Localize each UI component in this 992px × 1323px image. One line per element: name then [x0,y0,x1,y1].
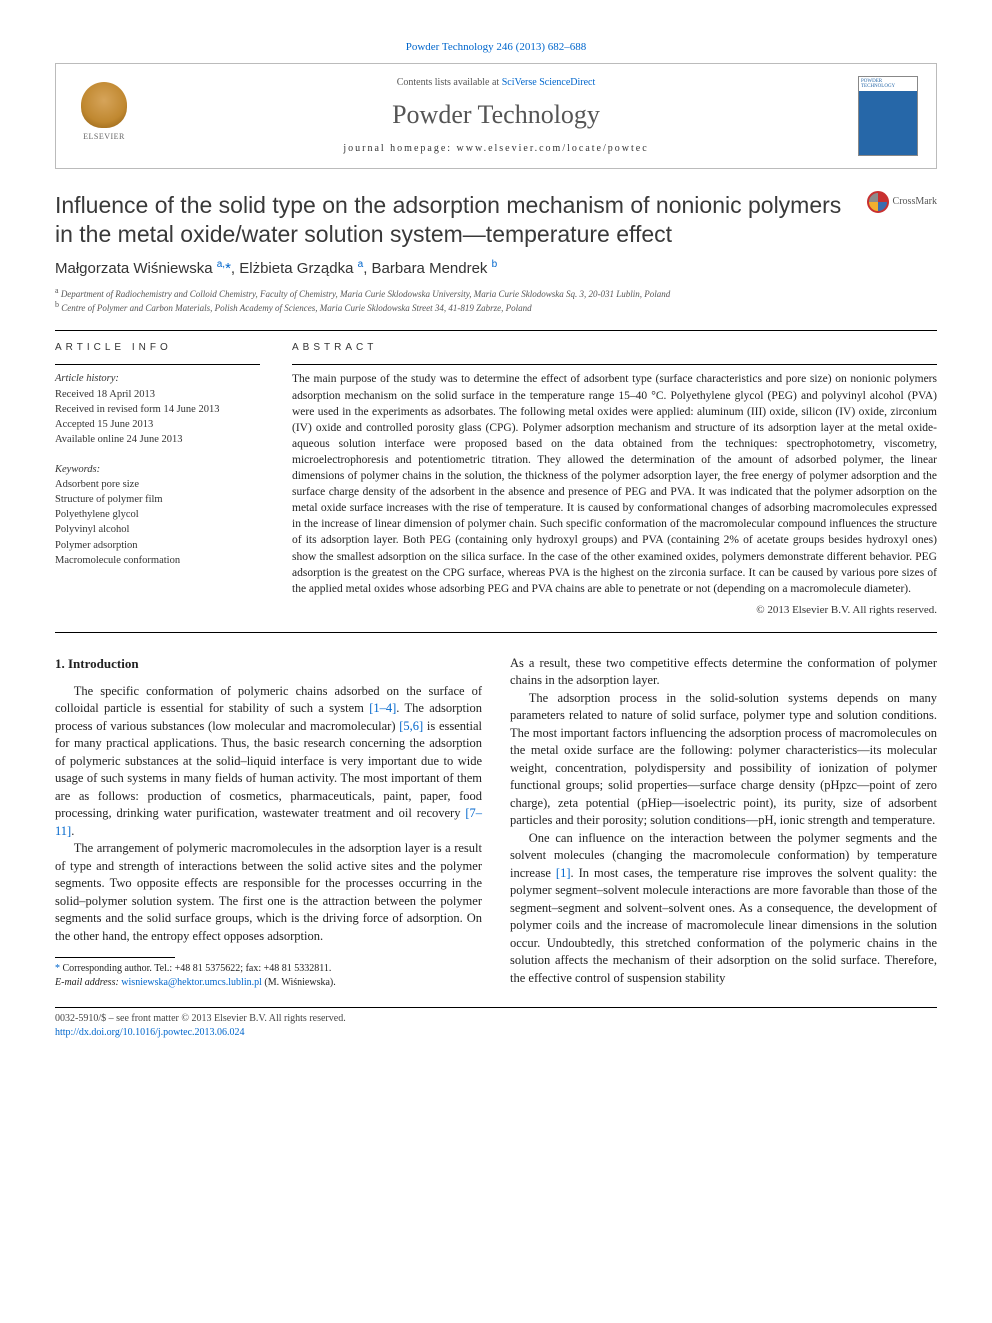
keyword-item: Polyethylene glycol [55,507,260,522]
homepage-prefix: journal homepage: [343,143,456,154]
affiliation-a: a Department of Radiochemistry and Collo… [55,286,937,300]
footer-front-matter: 0032-5910/$ – see front matter © 2013 El… [55,1012,937,1026]
article-info-label: article info [55,341,260,355]
star-icon: * [55,963,60,974]
affiliation-b: b Centre of Polymer and Carbon Materials… [55,300,937,314]
footer-rule [55,1007,937,1008]
title-row: Influence of the solid type on the adsor… [55,191,937,249]
rule-body [55,632,937,633]
body-paragraph: The specific conformation of polymeric c… [55,683,482,841]
article-history: Article history: Received 18 April 2013 … [55,371,260,447]
affiliations: a Department of Radiochemistry and Collo… [55,286,937,314]
body-paragraph: The adsorption process in the solid-solu… [510,690,937,830]
body-paragraph: One can influence on the interaction bet… [510,830,937,988]
journal-cover-thumbnail: POWDER TECHNOLOGY [858,76,918,156]
history-revised: Received in revised form 14 June 2013 [55,402,260,417]
publisher-label: ELSEVIER [83,132,125,143]
meta-row: article info Article history: Received 1… [55,341,937,618]
history-label: Article history: [55,371,260,386]
elsevier-tree-icon [81,82,127,128]
keyword-item: Adsorbent pore size [55,477,260,492]
article-title: Influence of the solid type on the adsor… [55,191,867,249]
top-citation-link[interactable]: Powder Technology 246 (2013) 682–688 [406,41,587,53]
keyword-item: Structure of polymer film [55,492,260,507]
crossmark-icon [867,191,889,213]
keyword-item: Macromolecule conformation [55,553,260,568]
page-footer: 0032-5910/$ – see front matter © 2013 El… [55,1012,937,1039]
abstract-text: The main purpose of the study was to det… [292,371,937,596]
contents-line: Contents lists available at SciVerse Sci… [134,76,858,90]
authors-line: Małgorzata Wiśniewska a,*, Elżbieta Grzą… [55,258,937,279]
history-accepted: Accepted 15 June 2013 [55,417,260,432]
publisher-logo: ELSEVIER [74,82,134,150]
history-online: Available online 24 June 2013 [55,432,260,447]
journal-name: Powder Technology [134,97,858,132]
email-who: (M. Wiśniewska). [264,977,335,988]
history-received: Received 18 April 2013 [55,387,260,402]
email-label: E-mail address: [55,977,119,988]
section-heading-intro: 1. Introduction [55,655,482,673]
body-columns: 1. Introduction The specific conformatio… [55,655,937,990]
corresponding-email-link[interactable]: wisniewska@hektor.umcs.lublin.pl [121,977,262,988]
footnote-divider [55,957,175,958]
sciencedirect-link[interactable]: SciVerse ScienceDirect [502,77,596,88]
ref-link[interactable]: [1–4] [369,701,396,715]
rule-top [55,330,937,331]
article-info-col: article info Article history: Received 1… [55,341,260,618]
ref-link[interactable]: [5,6] [399,719,423,733]
header-middle: Contents lists available at SciVerse Sci… [134,76,858,156]
keywords-block: Keywords: Adsorbent pore size Structure … [55,462,260,569]
rule-abstract [292,364,937,365]
contents-prefix: Contents lists available at [397,77,502,88]
cover-label: POWDER TECHNOLOGY [861,79,915,89]
body-paragraph: The arrangement of polymeric macromolecu… [55,840,482,945]
abstract-col: abstract The main purpose of the study w… [292,341,937,618]
top-citation: Powder Technology 246 (2013) 682–688 [55,40,937,55]
homepage-line: journal homepage: www.elsevier.com/locat… [134,142,858,156]
corresponding-footnote: * Corresponding author. Tel.: +48 81 537… [55,962,482,989]
keyword-item: Polymer adsorption [55,538,260,553]
rule-info [55,364,260,365]
crossmark-label: CrossMark [893,195,937,209]
body-paragraph: As a result, these two competitive effec… [510,655,937,690]
doi-link[interactable]: http://dx.doi.org/10.1016/j.powtec.2013.… [55,1027,245,1038]
abstract-label: abstract [292,341,937,355]
homepage-url[interactable]: www.elsevier.com/locate/powtec [457,143,649,154]
ref-link[interactable]: [1] [556,866,571,880]
journal-header-box: ELSEVIER Contents lists available at Sci… [55,63,937,169]
keyword-item: Polyvinyl alcohol [55,522,260,537]
keywords-label: Keywords: [55,462,260,477]
crossmark-badge[interactable]: CrossMark [867,191,937,213]
abstract-copyright: © 2013 Elsevier B.V. All rights reserved… [292,603,937,618]
